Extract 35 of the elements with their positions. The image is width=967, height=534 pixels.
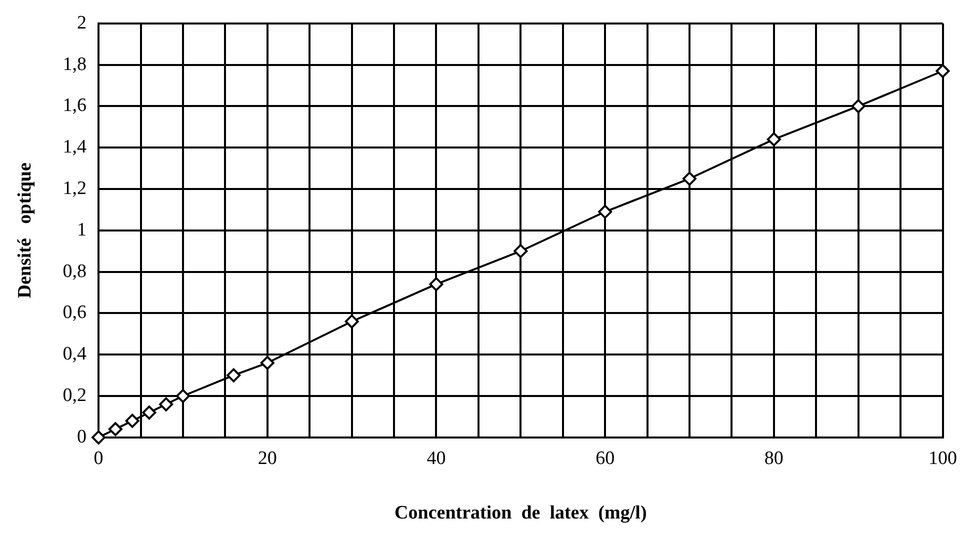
x-tick-label: 40 bbox=[426, 448, 446, 469]
point bbox=[851, 99, 866, 114]
point bbox=[226, 368, 241, 382]
y-tick-label: 1,4 bbox=[62, 136, 88, 158]
point bbox=[766, 132, 781, 146]
point bbox=[429, 277, 444, 292]
y-tick-label: 1 bbox=[77, 219, 87, 240]
point bbox=[682, 172, 696, 186]
x-axis-title: Concentration de latex (mg/l) bbox=[394, 502, 647, 524]
y-tick-label: 0 bbox=[77, 426, 87, 448]
x-tick-label: 80 bbox=[764, 448, 784, 469]
y-tick-label: 0,2 bbox=[62, 384, 87, 406]
point bbox=[260, 356, 274, 370]
y-tick-label: 0,6 bbox=[62, 302, 87, 324]
point bbox=[598, 204, 612, 219]
y-tick-label: 1,2 bbox=[62, 178, 87, 199]
x-tick-label: 60 bbox=[596, 448, 615, 469]
point bbox=[125, 414, 140, 428]
point bbox=[108, 422, 122, 436]
y-tick-label: 1,6 bbox=[62, 95, 87, 116]
point bbox=[142, 406, 156, 420]
y-tick-label: 0,8 bbox=[62, 260, 87, 282]
y-tick-label: 1,8 bbox=[62, 54, 87, 75]
y-axis-title: Densité optique bbox=[14, 162, 36, 298]
point bbox=[936, 64, 950, 78]
point bbox=[514, 244, 528, 258]
point bbox=[344, 314, 359, 328]
x-tick-label: 0 bbox=[94, 448, 104, 469]
point bbox=[176, 389, 190, 403]
point bbox=[159, 397, 174, 412]
point bbox=[92, 430, 106, 444]
x-tick-label: 100 bbox=[928, 448, 957, 469]
x-tick-label: 20 bbox=[258, 448, 277, 469]
y-tick-label: 0,4 bbox=[62, 344, 88, 365]
y-tick-label: 2 bbox=[77, 12, 87, 34]
